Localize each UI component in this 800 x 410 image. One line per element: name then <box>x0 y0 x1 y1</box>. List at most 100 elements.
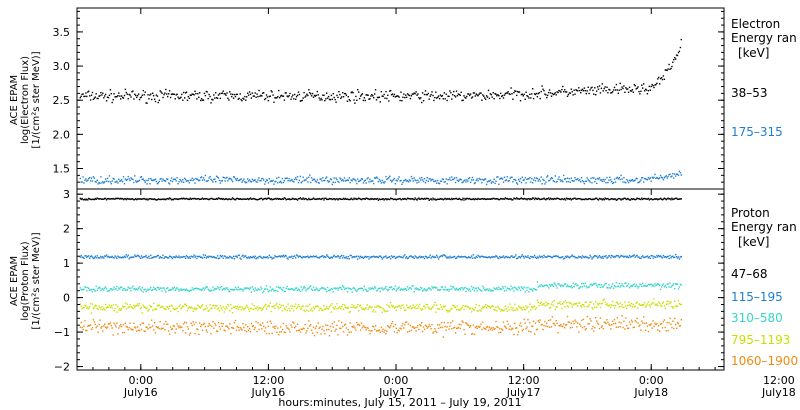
electron-series-2-point <box>655 177 657 180</box>
proton-series-5-point <box>374 325 377 327</box>
proton-series-4-point <box>638 303 640 305</box>
proton-series-2-point <box>136 254 139 257</box>
proton-series-4-point <box>301 305 303 307</box>
electron-series-2-point <box>204 174 207 177</box>
electron-series-1-point <box>165 88 167 91</box>
electron-series-2-point <box>125 179 127 181</box>
electron-series-2-point <box>83 182 85 184</box>
proton-series-4-point <box>371 306 373 308</box>
electron-series-2-point <box>230 178 232 180</box>
proton-series-4-point <box>510 306 512 309</box>
proton-series-4-point <box>470 311 473 313</box>
proton-series-1-point <box>355 197 357 200</box>
proton-series-4-point <box>337 307 339 310</box>
proton-series-2-point <box>667 255 669 257</box>
proton-series-4-point <box>135 305 137 307</box>
proton-series-2-point <box>292 257 294 260</box>
proton-series-5-point <box>424 324 427 326</box>
proton-series-4-point <box>312 306 315 308</box>
electron-series-1-point <box>300 100 302 102</box>
proton-series-4-point <box>321 309 323 311</box>
electron-series-2-point <box>134 175 136 177</box>
proton-series-4-point <box>537 301 539 304</box>
proton-series-4-point <box>608 305 610 307</box>
proton-series-2-point <box>103 257 105 259</box>
proton-series-4-point <box>224 308 226 310</box>
proton-series-5-point <box>494 327 496 330</box>
proton-series-5-point <box>673 327 675 330</box>
proton-series-2-point <box>344 257 347 259</box>
proton-series-4-point <box>453 305 455 307</box>
proton-series-3-point <box>475 287 477 289</box>
proton-series-4-point <box>323 305 325 307</box>
proton-series-5-point <box>350 331 352 333</box>
proton-series-4-point <box>299 308 302 310</box>
proton-series-1-point <box>655 198 657 200</box>
proton-series-3-point <box>622 285 624 287</box>
proton-series-2-point <box>167 257 169 259</box>
proton-series-1-point <box>680 198 682 200</box>
proton-series-3-point <box>165 291 167 293</box>
proton-series-4-point <box>486 305 489 307</box>
proton-series-1-point <box>92 198 95 200</box>
proton-series-5-point <box>258 328 260 331</box>
proton-series-3-point <box>319 288 321 290</box>
electron-series-2-point <box>199 179 201 181</box>
proton-series-2-point <box>176 256 178 258</box>
electron-series-2-point <box>389 175 391 177</box>
proton-series-5-point <box>659 330 661 332</box>
proton-series-3-point <box>112 288 114 290</box>
electron-series-2-point <box>600 179 603 181</box>
proton-series-1-point <box>185 197 188 200</box>
proton-series-5-point <box>453 326 456 328</box>
electron-series-1-point <box>242 97 244 99</box>
proton-series-2-point <box>600 257 603 259</box>
proton-series-2-point <box>583 256 586 259</box>
electron-series-1-point <box>367 94 369 96</box>
proton-series-5-point <box>434 328 436 330</box>
electron-series-1-point <box>592 89 594 92</box>
electron-series-2-point <box>158 180 160 183</box>
proton-series-1-point <box>259 198 261 200</box>
electron-series-1-point <box>246 96 248 98</box>
proton-series-4-point <box>81 307 83 310</box>
electron-series-1-point <box>111 101 113 104</box>
electron-series-1-point <box>412 93 414 95</box>
proton-series-4-point <box>539 302 541 305</box>
proton-series-4-point <box>556 306 558 308</box>
proton-series-4-point <box>588 304 590 306</box>
proton-series-5-point <box>455 327 458 330</box>
proton-series-4-point <box>214 307 216 309</box>
proton-series-4-point <box>653 298 655 300</box>
proton-series-3-point <box>385 286 387 288</box>
proton-series-1-point <box>586 198 588 201</box>
proton-series-2-point <box>326 255 329 257</box>
proton-series-5-point <box>182 330 184 332</box>
proton-series-1-point <box>522 198 524 200</box>
electron-series-1-point <box>85 92 87 94</box>
proton-series-4-point <box>231 312 234 314</box>
electron-series-1-point <box>209 95 211 98</box>
proton-series-3-point <box>504 285 507 288</box>
proton-series-2-point <box>446 257 448 259</box>
proton-series-2-point <box>584 255 587 258</box>
proton-series-3-point <box>367 290 369 292</box>
proton-series-4-point <box>465 305 467 307</box>
proton-series-1-point <box>217 197 220 199</box>
electron-legend-series-1: 38–53 <box>731 86 768 100</box>
proton-series-5-point <box>88 325 90 327</box>
proton-series-4-point <box>264 303 267 306</box>
electron-series-2-point <box>356 182 358 185</box>
proton-series-1-point <box>557 197 559 200</box>
electron-series-1-point <box>552 93 555 96</box>
electron-series-2-point <box>358 180 361 182</box>
proton-series-4-point <box>157 305 159 307</box>
proton-series-3-point <box>388 288 390 291</box>
proton-series-5-point <box>136 326 139 328</box>
proton-series-4-point <box>331 303 333 305</box>
proton-series-1-point <box>339 198 341 200</box>
proton-series-5-point <box>90 328 93 331</box>
proton-series-5-point <box>286 327 288 329</box>
proton-series-5-point <box>533 333 536 335</box>
proton-series-4-point <box>373 309 375 311</box>
